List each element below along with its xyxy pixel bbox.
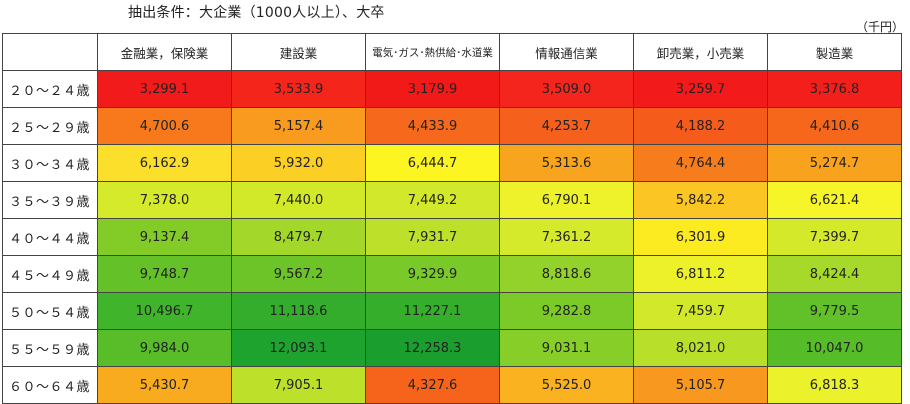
salary-cell: 7,440.0 xyxy=(231,181,366,219)
table-row: ５５～５９歳 9,984.0 12,093.1 12,258.3 9,031.1 8,02… xyxy=(2,329,902,367)
salary-cell: 9,137.4 xyxy=(97,218,232,256)
salary-cell: 4,410.6 xyxy=(767,107,902,145)
salary-cell: 9,779.5 xyxy=(767,292,902,330)
salary-cell: 5,105.7 xyxy=(633,366,768,404)
salary-cell: 6,818.3 xyxy=(767,366,902,404)
salary-cell: 7,459.7 xyxy=(633,292,768,330)
salary-cell: 5,932.0 xyxy=(231,144,366,182)
salary-cell: 11,227.1 xyxy=(365,292,500,330)
column-header: 金融業，保険業 xyxy=(97,33,232,71)
table-body: ２０～２４歳 3,299.1 3,533.9 3,179.9 3,509.0 3,259.… xyxy=(2,70,902,404)
salary-cell: 9,748.7 xyxy=(97,255,232,293)
salary-cell: 9,984.0 xyxy=(97,329,232,367)
corner-cell xyxy=(2,33,98,71)
salary-cell: 3,179.9 xyxy=(365,70,500,108)
salary-cell: 6,444.7 xyxy=(365,144,500,182)
salary-cell: 3,509.0 xyxy=(499,70,634,108)
extraction-condition: 抽出条件：大企業（1000人以上）、大卒 xyxy=(128,5,385,21)
table-row: ３５～３９歳 7,378.0 7,440.0 7,449.2 6,790.1 5,842.… xyxy=(2,181,902,219)
salary-cell: 7,361.2 xyxy=(499,218,634,256)
salary-cell: 5,525.0 xyxy=(499,366,634,404)
salary-cell: 8,818.6 xyxy=(499,255,634,293)
salary-cell: 6,621.4 xyxy=(767,181,902,219)
row-label-age-group: ４５～４９歳 xyxy=(2,255,98,293)
salary-cell: 7,378.0 xyxy=(97,181,232,219)
salary-cell: 6,811.2 xyxy=(633,255,768,293)
table-row: ５０～５４歳 10,496.7 11,118.6 11,227.1 9,282.8 7,4… xyxy=(2,292,902,330)
salary-cell: 10,047.0 xyxy=(767,329,902,367)
table-row: ３０～３４歳 6,162.9 5,932.0 6,444.7 5,313.6 4,764.… xyxy=(2,144,902,182)
row-label-age-group: ３５～３９歳 xyxy=(2,181,98,219)
salary-cell: 7,931.7 xyxy=(365,218,500,256)
column-header: 製造業 xyxy=(767,33,902,71)
table-row: ６０～６４歳 5,430.7 7,905.1 4,327.6 5,525.0 5,105.… xyxy=(2,366,902,404)
salary-cell: 5,274.7 xyxy=(767,144,902,182)
salary-cell: 5,430.7 xyxy=(97,366,232,404)
salary-cell: 8,021.0 xyxy=(633,329,768,367)
salary-cell: 6,301.9 xyxy=(633,218,768,256)
salary-cell: 11,118.6 xyxy=(231,292,366,330)
row-label-age-group: ６０～６４歳 xyxy=(2,366,98,404)
unit-label: （千円） xyxy=(855,20,904,34)
row-label-age-group: ２０～２４歳 xyxy=(2,70,98,108)
salary-cell: 7,449.2 xyxy=(365,181,500,219)
column-header: 情報通信業 xyxy=(499,33,634,71)
salary-cell: 12,093.1 xyxy=(231,329,366,367)
header-row: 金融業，保険業 建設業 電気･ガス･熱供給･水道業 情報通信業 卸売業，小売業 … xyxy=(2,33,902,71)
salary-cell: 3,376.8 xyxy=(767,70,902,108)
salary-cell: 5,157.4 xyxy=(231,107,366,145)
salary-cell: 6,162.9 xyxy=(97,144,232,182)
salary-cell: 6,790.1 xyxy=(499,181,634,219)
salary-cell: 9,031.1 xyxy=(499,329,634,367)
salary-cell: 5,313.6 xyxy=(499,144,634,182)
row-label-age-group: ４０～４４歳 xyxy=(2,218,98,256)
salary-cell: 7,399.7 xyxy=(767,218,902,256)
column-header: 電気･ガス･熱供給･水道業 xyxy=(365,33,500,71)
table-row: ２５～２９歳 4,700.6 5,157.4 4,433.9 4,253.7 4,188.… xyxy=(2,107,902,145)
salary-cell: 9,282.8 xyxy=(499,292,634,330)
salary-cell: 8,479.7 xyxy=(231,218,366,256)
salary-cell: 4,433.9 xyxy=(365,107,500,145)
row-label-age-group: ２５～２９歳 xyxy=(2,107,98,145)
salary-cell: 7,905.1 xyxy=(231,366,366,404)
salary-cell: 4,327.6 xyxy=(365,366,500,404)
table-row: ４０～４４歳 9,137.4 8,479.7 7,931.7 7,361.2 6,301.… xyxy=(2,218,902,256)
salary-cell: 3,533.9 xyxy=(231,70,366,108)
row-label-age-group: ５５～５９歳 xyxy=(2,329,98,367)
column-header: 建設業 xyxy=(231,33,366,71)
table-row: ４５～４９歳 9,748.7 9,567.2 9,329.9 8,818.6 6,811.… xyxy=(2,255,902,293)
salary-heatmap-table: 金融業，保険業 建設業 電気･ガス･熱供給･水道業 情報通信業 卸売業，小売業 … xyxy=(2,33,902,404)
salary-cell: 3,299.1 xyxy=(97,70,232,108)
salary-cell: 12,258.3 xyxy=(365,329,500,367)
salary-cell: 4,253.7 xyxy=(499,107,634,145)
salary-cell: 9,329.9 xyxy=(365,255,500,293)
salary-cell: 8,424.4 xyxy=(767,255,902,293)
salary-cell: 5,842.2 xyxy=(633,181,768,219)
row-label-age-group: ５０～５４歳 xyxy=(2,292,98,330)
table-row: ２０～２４歳 3,299.1 3,533.9 3,179.9 3,509.0 3,259.… xyxy=(2,70,902,108)
salary-cell: 3,259.7 xyxy=(633,70,768,108)
salary-cell: 10,496.7 xyxy=(97,292,232,330)
salary-cell: 4,764.4 xyxy=(633,144,768,182)
row-label-age-group: ３０～３４歳 xyxy=(2,144,98,182)
salary-cell: 9,567.2 xyxy=(231,255,366,293)
salary-cell: 4,700.6 xyxy=(97,107,232,145)
column-header: 卸売業，小売業 xyxy=(633,33,768,71)
salary-cell: 4,188.2 xyxy=(633,107,768,145)
